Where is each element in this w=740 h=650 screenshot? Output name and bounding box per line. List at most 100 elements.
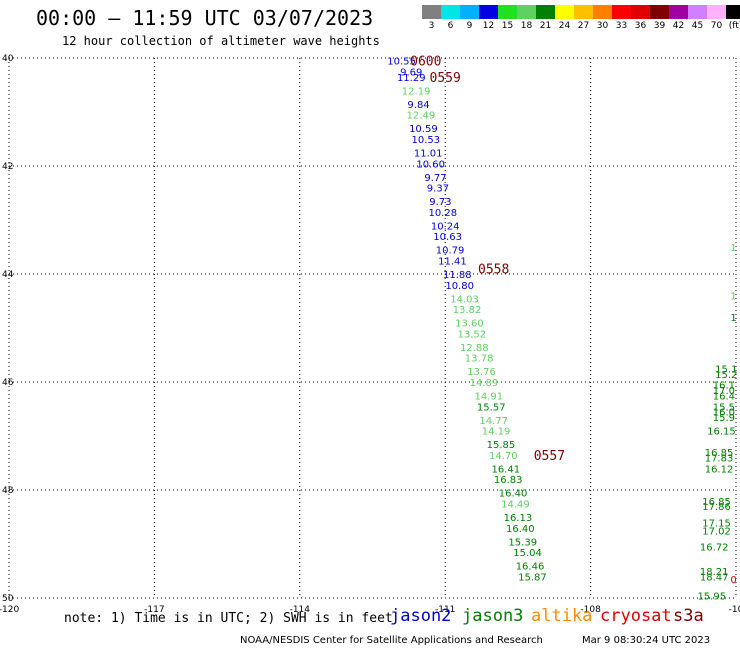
color-scale-label: 3 [428, 21, 435, 31]
credit-text: NOAA/NESDIS Center for Satellite Applica… [240, 635, 543, 646]
swh-data-label: 15.87 [518, 572, 547, 583]
swh-edge-mark: 1 [730, 243, 736, 254]
x-tick-label: -117 [144, 605, 164, 615]
swh-data-label: 14.19 [482, 427, 511, 438]
swh-data-label: 16.46 [516, 562, 545, 573]
swh-data-label: 11.88 [443, 270, 472, 281]
swh-data-label: 15.85 [487, 440, 516, 451]
pass-time-label: 0600 [410, 55, 441, 70]
swh-data-label: 14.77 [479, 416, 508, 427]
color-swatch [612, 5, 631, 19]
swh-data-label: 12.19 [402, 86, 431, 97]
swh-data-label: 17.86 [702, 502, 731, 513]
swh-data-label: 11.01 [414, 149, 443, 160]
mission-label-cryosat: cryosat [600, 606, 672, 626]
swh-data-label: 15.04 [513, 548, 542, 559]
color-scale-label: 18 [520, 21, 533, 31]
color-scale-label: 70 [710, 21, 723, 31]
swh-data-label: 16.4 [713, 392, 735, 403]
mission-label-jason2: jason2 [390, 606, 452, 626]
swh-data-label: 15.57 [477, 402, 506, 413]
x-tick-label: -114 [290, 605, 311, 615]
swh-data-label: 9.73 [429, 197, 451, 208]
color-scale [422, 5, 740, 19]
color-scale-label: 24 [558, 21, 571, 31]
color-swatch [441, 5, 460, 19]
color-swatch [726, 5, 740, 19]
color-scale-label: 39 [653, 21, 666, 31]
swh-data-label: 16.85 [702, 497, 731, 508]
swh-data-label: 9.69 [400, 68, 422, 79]
color-swatch [574, 5, 593, 19]
swh-data-label: 10.24 [431, 221, 460, 232]
color-swatch [593, 5, 612, 19]
swh-data-label: 14.49 [501, 500, 530, 511]
color-swatch [650, 5, 669, 19]
x-tick-label: -108 [580, 605, 601, 615]
page-subtitle: 12 hour collection of altimeter wave hei… [62, 34, 380, 48]
swh-edge-mark: 0 [730, 575, 736, 586]
swh-data-label: 10.28 [428, 208, 457, 219]
color-swatch [498, 5, 517, 19]
x-tick-label: -120 [0, 605, 19, 615]
swh-data-label: 17.15 [702, 518, 731, 529]
swh-data-label: 10.80 [445, 281, 474, 292]
mission-label-jason3: jason3 [462, 606, 524, 626]
swh-data-label: 11.29 [397, 73, 426, 84]
page-title: 00:00 – 11:59 UTC 03/07/2023 [36, 6, 374, 30]
color-swatch [688, 5, 707, 19]
swh-data-label: 10.59 [409, 124, 438, 135]
y-tick-label: 46 [2, 378, 14, 388]
swh-data-label: 9.77 [424, 173, 446, 184]
swh-data-label: 13.78 [465, 354, 494, 365]
y-tick-label: 50 [2, 594, 14, 604]
swh-data-label: 12.88 [460, 343, 489, 354]
y-tick-label: 40 [2, 54, 14, 64]
color-swatch [460, 5, 479, 19]
color-swatch [669, 5, 688, 19]
swh-data-label: 13.76 [467, 367, 496, 378]
pass-time-label: 0557 [534, 449, 565, 464]
color-scale-label: 6 [447, 21, 454, 31]
swh-data-label: 17.02 [702, 527, 731, 538]
swh-data-label: 16.40 [499, 489, 528, 500]
swh-data-label: 9.37 [427, 184, 449, 195]
swh-data-label: 10.60 [416, 159, 445, 170]
swh-data-label: 14.91 [474, 392, 503, 403]
color-swatch [479, 5, 498, 19]
swh-edge-mark: 1 [730, 292, 736, 303]
color-scale-label: 9 [466, 21, 473, 31]
color-swatch [555, 5, 574, 19]
swh-data-label: 17.83 [705, 454, 734, 465]
swh-data-label: 16.40 [506, 524, 535, 535]
swh-data-label: 11.41 [438, 257, 467, 268]
swh-data-label: 18.21 [700, 567, 729, 578]
swh-data-label: 10.55 [387, 57, 416, 68]
color-scale-label: 36 [634, 21, 647, 31]
mission-label-altika: altika [531, 606, 593, 626]
swh-data-label: 15.5 [713, 402, 735, 413]
swh-data-label: 15.9 [713, 413, 735, 424]
pass-time-label: 0558 [478, 263, 509, 278]
swh-data-label: 15.1 [715, 365, 737, 376]
color-scale-label: 12 [482, 21, 495, 31]
swh-data-label: 15.2 [715, 370, 737, 381]
mission-label-s3a: s3a [673, 606, 704, 626]
x-tick-label: -111 [435, 605, 455, 615]
swh-data-label: 16.15 [707, 427, 736, 438]
swh-data-label: 15.39 [508, 537, 537, 548]
y-tick-label: 48 [2, 486, 14, 496]
color-scale-label: 30 [596, 21, 609, 31]
swh-data-label: 14.70 [489, 451, 518, 462]
swh-data-label: 16.1 [713, 381, 735, 392]
y-tick-label: 42 [2, 162, 13, 172]
swh-edge-mark: 1 [730, 313, 736, 324]
swh-data-label: 18.47 [700, 572, 729, 583]
swh-data-label: 16.41 [491, 464, 520, 475]
y-tick-label: 44 [2, 270, 14, 280]
color-swatch [536, 5, 555, 19]
pass-time-label: 0559 [430, 71, 461, 86]
color-swatch [707, 5, 726, 19]
color-swatch [422, 5, 441, 19]
